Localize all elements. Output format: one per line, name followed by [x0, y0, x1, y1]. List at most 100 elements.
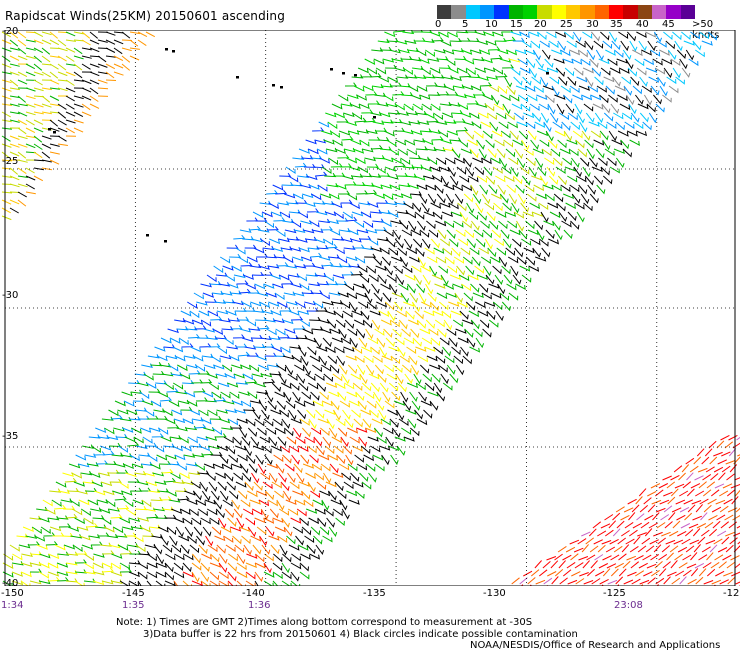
wind-barb	[498, 185, 506, 194]
wind-barb	[233, 235, 244, 239]
wind-barb	[10, 545, 19, 551]
wind-barb	[18, 72, 27, 77]
wind-barb	[610, 167, 619, 173]
wind-barb	[204, 365, 215, 369]
wind-barb	[74, 482, 84, 486]
wind-barb	[354, 86, 364, 91]
wind-barb	[586, 113, 594, 122]
wind-barb	[339, 464, 349, 470]
wind-barb	[268, 401, 276, 409]
wind-barb	[10, 136, 19, 140]
wind-barb	[256, 356, 266, 360]
wind-barb	[465, 131, 473, 139]
wind-barb	[481, 257, 490, 263]
wind-barb	[584, 203, 593, 210]
wind-barb	[264, 581, 273, 586]
wind-barb	[18, 32, 26, 38]
wind-barb	[434, 49, 445, 53]
wind-barb	[458, 203, 467, 210]
wind-barb	[30, 569, 41, 572]
wind-barb	[494, 239, 503, 245]
wind-barb	[256, 491, 266, 496]
wind-barb	[447, 32, 457, 37]
wind-barb	[66, 104, 75, 109]
wind-barb	[382, 257, 390, 265]
wind-barb	[582, 131, 590, 140]
wind-barb	[722, 537, 729, 544]
wind-barb	[556, 167, 565, 173]
wind-barb	[340, 401, 349, 407]
wind-barb	[560, 149, 570, 154]
wind-barb	[394, 401, 404, 405]
wind-barb	[207, 275, 216, 281]
wind-barb	[429, 365, 439, 369]
wind-barb	[570, 185, 579, 191]
wind-barb	[304, 301, 315, 305]
wind-barb	[270, 473, 278, 482]
wind-barb	[502, 167, 511, 174]
wind-barb	[417, 86, 427, 91]
wind-barb	[297, 473, 305, 482]
wind-barb	[130, 455, 140, 460]
wind-barb	[555, 131, 565, 136]
wind-barb	[224, 437, 234, 443]
wind-barb	[529, 266, 539, 271]
wind-barb	[86, 523, 97, 527]
wind-barb	[170, 338, 180, 343]
wind-barb	[721, 452, 730, 456]
wind-barb	[707, 553, 714, 560]
wind-barb	[652, 500, 661, 504]
wind-barb	[166, 355, 177, 359]
wind-barb	[461, 149, 471, 153]
wind-barb	[367, 266, 376, 273]
wind-barb	[487, 212, 495, 220]
wind-barb	[638, 546, 646, 552]
scale-swatch-14	[638, 5, 652, 19]
wind-barb	[713, 452, 722, 456]
time-label-3: 1:36	[248, 600, 270, 611]
wind-barb	[272, 347, 282, 352]
wind-barb	[275, 428, 285, 433]
wind-barb	[492, 131, 502, 136]
wind-barb	[380, 383, 388, 392]
wind-barb	[188, 334, 199, 338]
wind-barb	[536, 59, 544, 68]
wind-barb	[102, 417, 113, 421]
wind-barb	[254, 248, 264, 253]
wind-barb	[547, 167, 555, 176]
wind-barb	[291, 518, 301, 523]
wind-barb	[505, 212, 515, 216]
wind-barb	[535, 561, 542, 569]
wind-barb	[369, 374, 379, 379]
wind-barb	[161, 338, 171, 343]
wind-barb	[239, 428, 246, 437]
wind-barb	[539, 203, 548, 209]
wind-barb	[253, 410, 261, 419]
wind-barb	[608, 59, 617, 65]
wind-barb	[122, 64, 130, 70]
wind-barb	[66, 32, 75, 36]
wind-barb	[203, 392, 213, 397]
wind-barb	[478, 113, 488, 118]
wind-barb	[91, 446, 100, 452]
wind-barb	[590, 59, 598, 67]
wind-barb	[617, 59, 627, 63]
lon-label-135: -135	[363, 588, 386, 599]
wind-barb	[562, 158, 571, 165]
wind-barb	[349, 302, 356, 311]
wind-barb	[552, 86, 559, 96]
wind-barb	[727, 562, 735, 568]
wind-barb	[542, 50, 550, 59]
wind-barb	[219, 518, 226, 527]
wind-barb	[349, 401, 359, 406]
wind-barb	[727, 474, 735, 480]
wind-barb	[449, 203, 459, 209]
wind-barb	[180, 374, 190, 379]
wind-barb	[457, 266, 465, 275]
wind-barb	[476, 338, 484, 347]
wind-barb	[403, 266, 412, 272]
wind-barb	[425, 248, 434, 254]
wind-barb	[362, 383, 371, 390]
wind-barb	[217, 545, 226, 553]
wind-barb	[288, 473, 296, 482]
